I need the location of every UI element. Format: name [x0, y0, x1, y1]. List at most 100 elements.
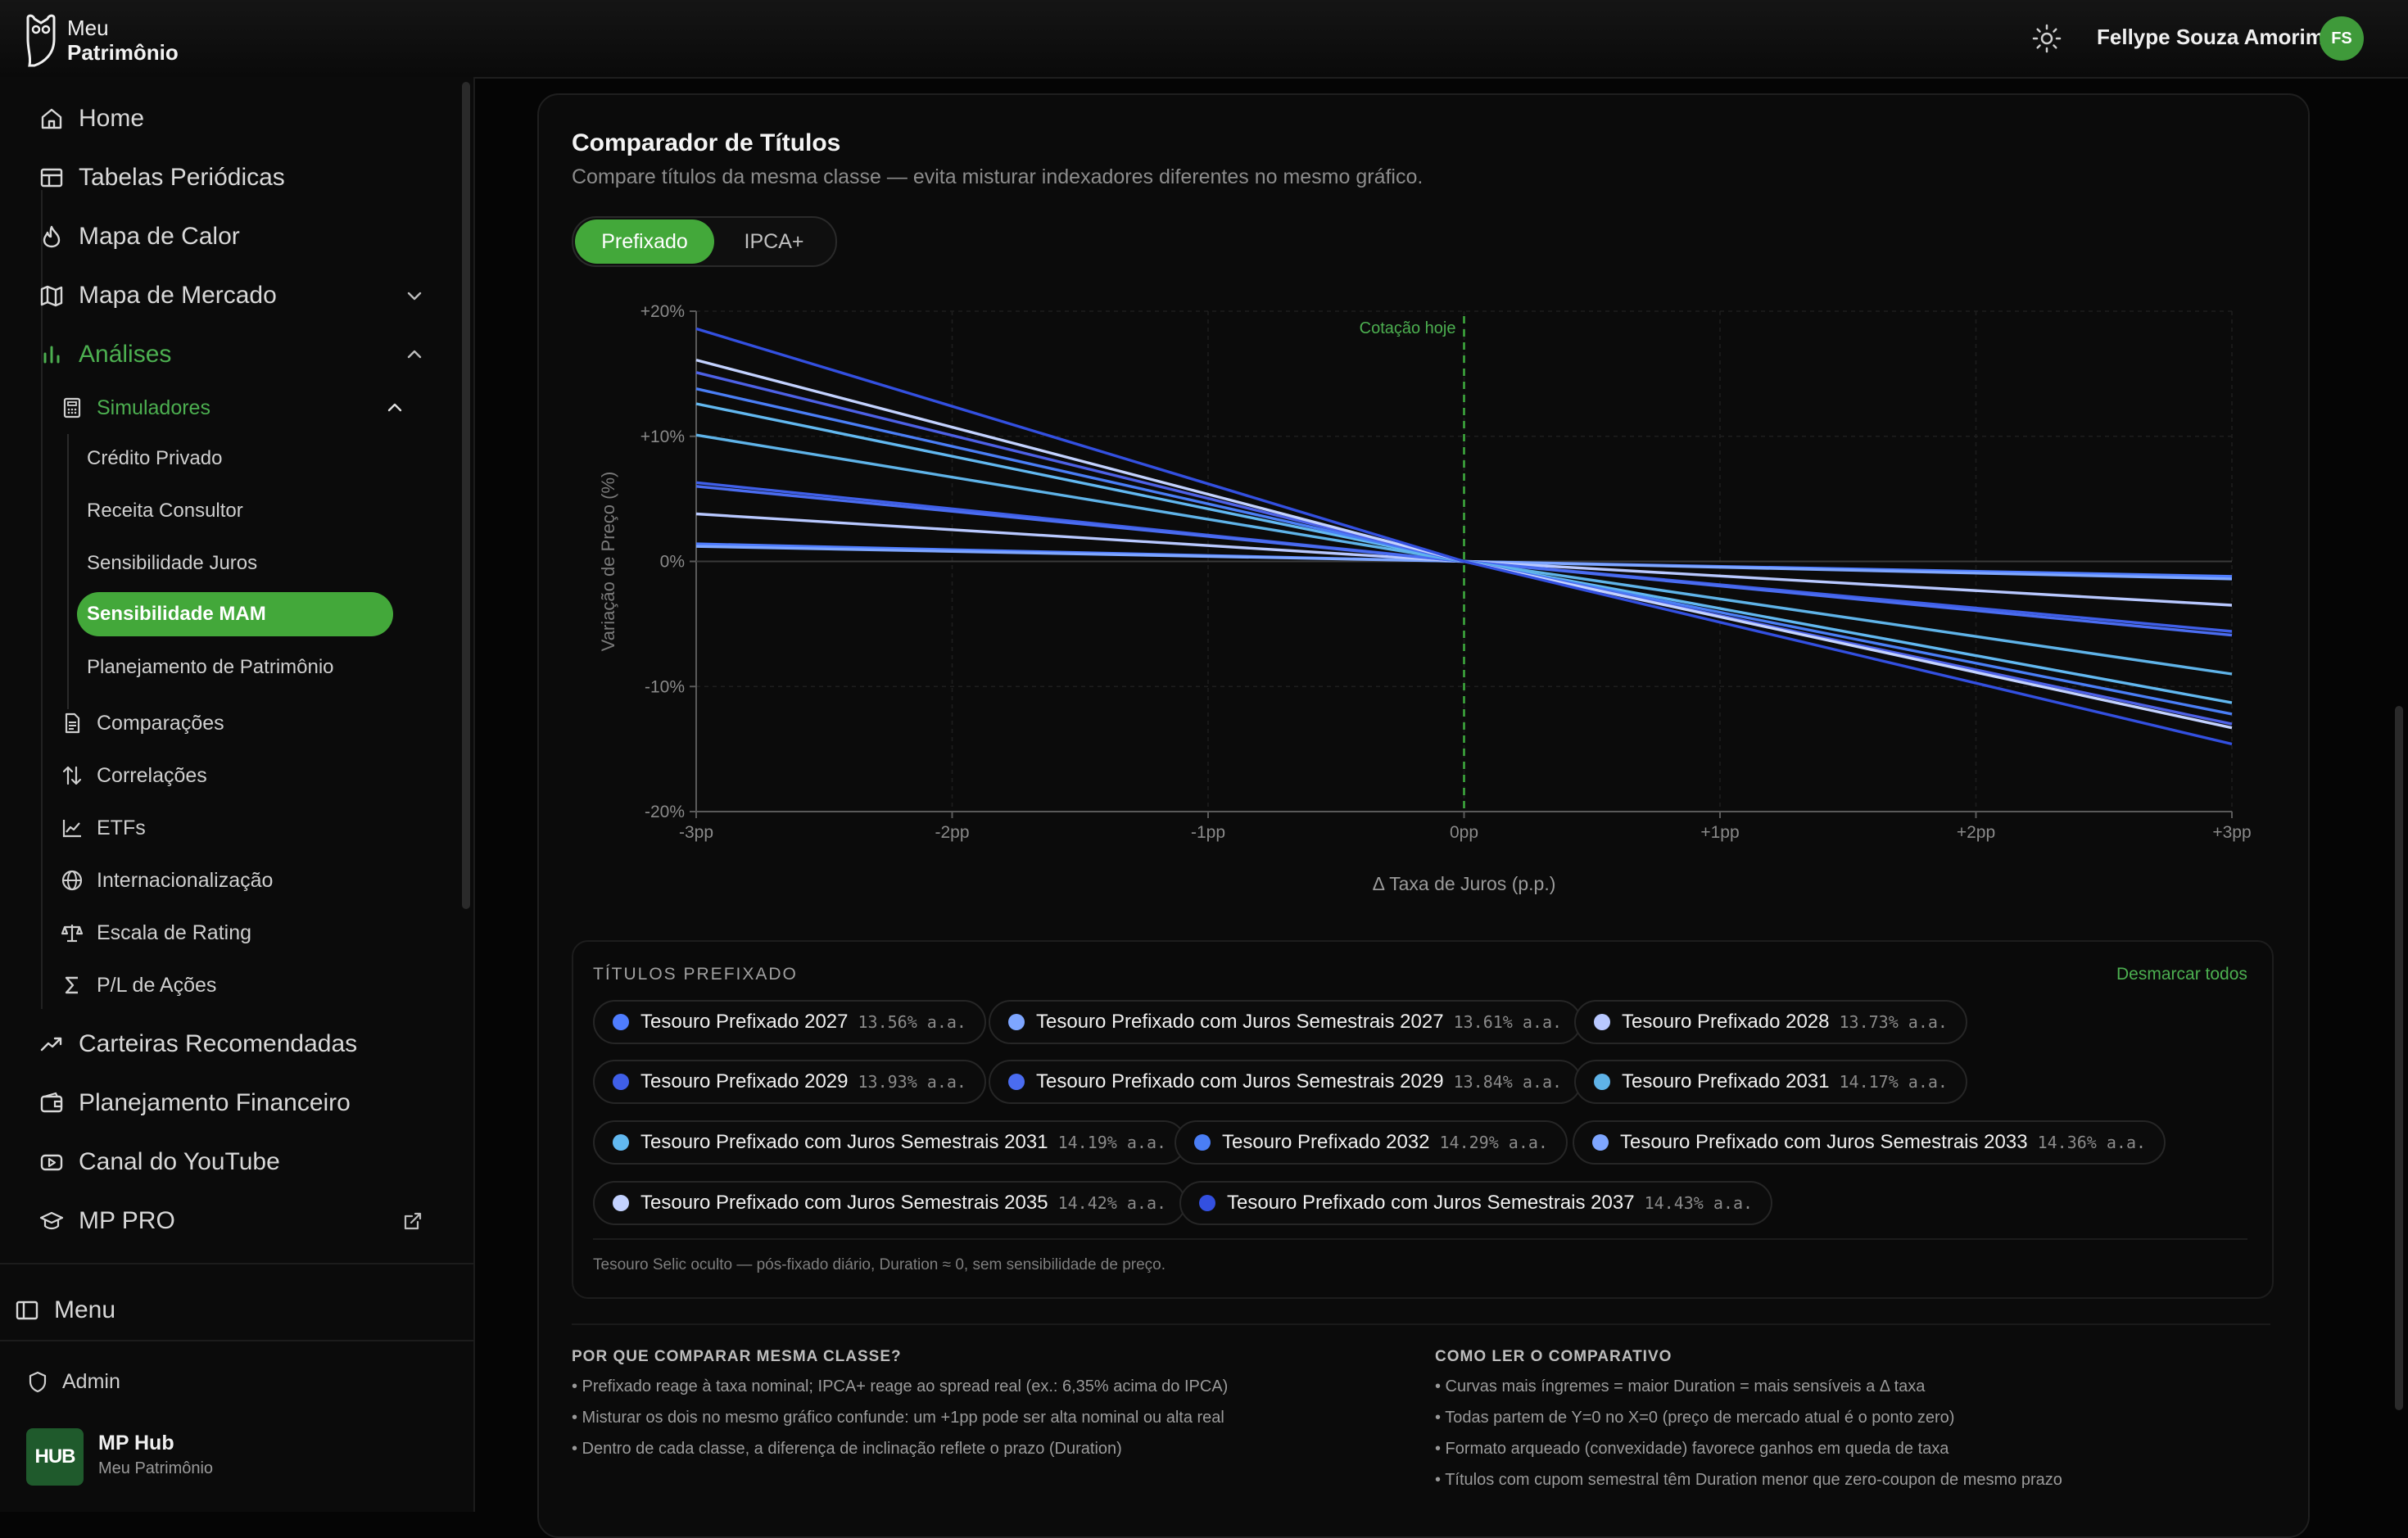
- price-sensitivity-chart: +20% +10% 0% -10% -20% -3pp -2pp -1pp 0pp +1pp +2p…: [598, 302, 2252, 894]
- sidebar-item-mapa-calor[interactable]: Mapa de Calor: [39, 214, 424, 260]
- title-chip[interactable]: Tesouro Prefixado com Juros Semestrais 2…: [593, 1120, 1187, 1165]
- sidebar-item-youtube[interactable]: Canal do YouTube: [39, 1139, 424, 1185]
- sidebar-item-mapa-mercado[interactable]: Mapa de Mercado: [39, 273, 424, 319]
- sidebar-item-credito-privado[interactable]: Crédito Privado: [87, 447, 223, 469]
- title-rate: 14.42% a.a.: [1057, 1193, 1167, 1213]
- chevron-down-icon[interactable]: [405, 286, 424, 305]
- selic-note: Tesouro Selic oculto — pós-fixado diário…: [593, 1256, 1166, 1273]
- sidebar-item-label: Tabelas Periódicas: [79, 164, 285, 191]
- wallet-icon: [40, 1092, 63, 1113]
- series-color-dot: [613, 1134, 629, 1151]
- bar-chart-icon: [43, 346, 60, 364]
- sidebar-item-sensibilidade-mam[interactable]: Sensibilidade MAM: [77, 592, 393, 636]
- sidebar-item-tabelas[interactable]: Tabelas Periódicas: [39, 155, 424, 201]
- x-tick-label: -1pp: [1191, 823, 1225, 842]
- y-axis-label: Variação de Preço (%): [598, 472, 618, 652]
- sidebar-item-planejamento-financeiro[interactable]: Planejamento Financeiro: [39, 1080, 424, 1126]
- series-color-dot: [1008, 1014, 1025, 1030]
- x-tick-label: +2pp: [1957, 823, 1995, 842]
- series-color-dot: [1594, 1074, 1610, 1090]
- title-rate: 14.43% a.a.: [1644, 1193, 1754, 1213]
- titles-panel: [572, 940, 2274, 1299]
- sidebar-item-home[interactable]: Home: [39, 96, 424, 142]
- sidebar-item-simuladores[interactable]: Simuladores: [61, 387, 405, 428]
- sidebar-item-mp-pro[interactable]: MP PRO: [39, 1198, 424, 1244]
- sidebar-item-escala-rating[interactable]: Escala de Rating: [61, 912, 405, 953]
- title-chip[interactable]: Tesouro Prefixado 2027 13.56% a.a.: [593, 1000, 986, 1044]
- top-bar: Meu Patrimônio Fellype Souza Amorim FS: [0, 0, 2408, 79]
- sidebar-item-sensibilidade-juros[interactable]: Sensibilidade Juros: [87, 552, 258, 574]
- sidebar-item-label: Simuladores: [97, 396, 210, 419]
- title-chip[interactable]: Tesouro Prefixado com Juros Semestrais 2…: [593, 1181, 1187, 1225]
- sun-icon[interactable]: [2031, 23, 2062, 54]
- sigma-icon: [65, 976, 78, 994]
- hub-name[interactable]: MP Hub: [98, 1432, 174, 1454]
- y-tick-label: +20%: [640, 302, 685, 321]
- sidebar-scrollbar[interactable]: [462, 82, 470, 909]
- title-chip[interactable]: Tesouro Prefixado 2032 14.29% a.a.: [1175, 1120, 1568, 1165]
- hub-logo[interactable]: HUB: [26, 1428, 84, 1486]
- sidebar-panel-icon: [16, 1301, 38, 1320]
- x-tick-label: -3pp: [679, 823, 713, 842]
- title-rate: 13.93% a.a.: [858, 1072, 966, 1092]
- sidebar-item-analises[interactable]: Análises: [39, 332, 424, 378]
- sidebar-item-etfs[interactable]: ETFs: [61, 807, 405, 848]
- series-line: [695, 327, 2233, 746]
- shield-icon: [29, 1371, 47, 1393]
- sidebar-item-correlacoes[interactable]: Correlações: [61, 755, 405, 796]
- title-chip[interactable]: Tesouro Prefixado com Juros Semestrais 2…: [989, 1000, 1582, 1044]
- sidebar-item-comparacoes[interactable]: Comparações: [61, 703, 405, 744]
- sidebar-item-label: Mapa de Calor: [79, 223, 240, 250]
- info-left-title: POR QUE COMPARAR MESMA CLASSE?: [572, 1348, 902, 1365]
- tab-prefixado[interactable]: Prefixado: [575, 219, 714, 264]
- info-right-item: • Todas partem de Y=0 no X=0 (preço de m…: [1435, 1409, 1955, 1427]
- tab-ipca[interactable]: IPCA+: [744, 229, 804, 253]
- title-name: Tesouro Prefixado 2031: [1622, 1070, 1830, 1092]
- x-axis-label: Δ Taxa de Juros (p.p.): [1373, 873, 1556, 894]
- brand-logo[interactable]: Meu Patrimônio: [23, 11, 179, 69]
- sidebar-item-label: Planejamento Financeiro: [79, 1089, 351, 1116]
- sidebar-item-label: Carteiras Recomendadas: [79, 1030, 358, 1057]
- y-tick-label: -20%: [645, 803, 685, 821]
- chevron-up-icon[interactable]: [405, 345, 424, 364]
- tree-line: [41, 190, 43, 1009]
- sidebar-item-label: Home: [79, 105, 145, 132]
- series-color-dot: [613, 1014, 629, 1030]
- sidebar-item-internacionalizacao[interactable]: Internacionalização: [61, 860, 405, 901]
- user-name[interactable]: Fellype Souza Amorim: [2097, 25, 2324, 49]
- table-icon: [40, 168, 63, 188]
- info-right-item: • Curvas mais íngremes = maior Duration …: [1435, 1377, 1926, 1396]
- title-chip[interactable]: Tesouro Prefixado com Juros Semestrais 2…: [989, 1060, 1582, 1104]
- sidebar-item-receita-consultor[interactable]: Receita Consultor: [87, 500, 243, 522]
- class-tabs: Prefixado IPCA+: [572, 216, 837, 267]
- sidebar-item-carteiras[interactable]: Carteiras Recomendadas: [39, 1021, 424, 1067]
- sidebar-item-pl-acoes[interactable]: P/L de Ações: [61, 965, 405, 1006]
- avatar[interactable]: FS: [2320, 16, 2364, 61]
- brand-line1: Meu: [67, 16, 109, 40]
- chevron-up-icon[interactable]: [385, 398, 405, 418]
- divider: [0, 1340, 473, 1341]
- title-chip[interactable]: Tesouro Prefixado 2031 14.17% a.a.: [1574, 1060, 1967, 1104]
- sidebar-item-admin[interactable]: Admin: [26, 1361, 370, 1402]
- title-chip[interactable]: Tesouro Prefixado 2029 13.93% a.a.: [593, 1060, 986, 1104]
- y-tick-label: 0%: [660, 553, 685, 572]
- info-left-item: • Misturar os dois no mesmo gráfico conf…: [572, 1409, 1224, 1427]
- title-chip[interactable]: Tesouro Prefixado com Juros Semestrais 2…: [1179, 1181, 1773, 1225]
- x-tick-label: +1pp: [1700, 823, 1739, 842]
- title-chip[interactable]: Tesouro Prefixado com Juros Semestrais 2…: [1573, 1120, 2166, 1165]
- sidebar-item-label: ETFs: [97, 816, 146, 839]
- menu-toggle[interactable]: Menu: [15, 1287, 400, 1333]
- title-name: Tesouro Prefixado com Juros Semestrais 2…: [1036, 1011, 1444, 1033]
- y-tick-label: -10%: [645, 677, 685, 696]
- tree-line: [67, 434, 69, 709]
- x-tick-label: +3pp: [2212, 823, 2251, 842]
- sidebar: [0, 77, 475, 1512]
- series-color-dot: [1194, 1134, 1211, 1151]
- sidebar-item-planejamento-patrimonio[interactable]: Planejamento de Patrimônio: [87, 656, 334, 678]
- series-color-dot: [1594, 1014, 1610, 1030]
- x-tick-label: 0pp: [1450, 823, 1478, 842]
- uncheck-all-button[interactable]: Desmarcar todos: [2116, 965, 2247, 984]
- external-link-icon[interactable]: [401, 1210, 424, 1233]
- title-chip[interactable]: Tesouro Prefixado 2028 13.73% a.a.: [1574, 1000, 1967, 1044]
- main-scrollbar[interactable]: [2395, 706, 2403, 1410]
